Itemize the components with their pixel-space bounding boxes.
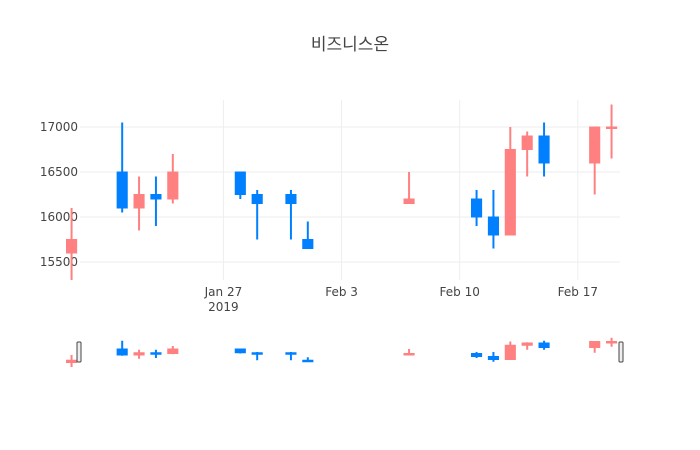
candle-mini	[167, 346, 179, 355]
candle[interactable]	[302, 221, 314, 249]
range-slider-left-handle[interactable]	[76, 341, 82, 363]
candle[interactable]	[504, 127, 516, 236]
candle-body	[589, 126, 601, 164]
range-slider-right-handle[interactable]	[618, 341, 624, 363]
grid	[80, 100, 620, 280]
range-slider[interactable]	[66, 337, 624, 367]
candle-body-mini	[285, 352, 297, 355]
candle-body	[167, 171, 179, 200]
candle-body-mini	[538, 342, 550, 348]
candle-body-mini	[302, 359, 314, 363]
candle-mini	[66, 355, 78, 367]
x-tick-year-label: 2019	[208, 300, 239, 314]
candle-body-mini	[133, 352, 145, 356]
candle-mini	[116, 340, 128, 356]
candle[interactable]	[150, 176, 162, 227]
candle-body-mini	[66, 359, 78, 363]
candle[interactable]	[606, 104, 618, 159]
candles[interactable]	[66, 104, 618, 281]
candle-body	[606, 126, 618, 129]
candle[interactable]	[251, 190, 263, 240]
x-tick-label: Jan 27	[204, 285, 243, 299]
candle-mini	[403, 349, 415, 356]
candle-body-mini	[116, 348, 128, 356]
candle-body-mini	[606, 341, 618, 344]
x-tick-label: Feb 10	[440, 285, 480, 299]
candle-body-mini	[521, 342, 533, 346]
candle-body	[504, 149, 516, 236]
candle-body	[234, 171, 246, 195]
candle-mini	[251, 352, 263, 361]
candle-mini	[521, 342, 533, 350]
candle-body	[302, 239, 314, 249]
y-tick-label: 16500	[40, 165, 78, 179]
candle-body	[150, 194, 162, 200]
candle-mini	[302, 357, 314, 363]
candle-body	[471, 198, 483, 218]
candle-mini	[589, 341, 601, 353]
candle-mini	[487, 352, 499, 362]
candle-mini	[504, 341, 516, 360]
candle-mini	[538, 340, 550, 350]
candle[interactable]	[234, 171, 246, 199]
candle-mini	[285, 352, 297, 361]
candle-mini	[606, 337, 618, 347]
candle-body	[251, 194, 263, 204]
candle[interactable]	[471, 190, 483, 226]
y-tick-label: 17000	[40, 120, 78, 134]
candle-mini	[133, 349, 145, 359]
range-slider-background[interactable]	[80, 337, 620, 367]
candle-body	[403, 198, 415, 204]
candle-body-mini	[150, 352, 162, 355]
candle-body-mini	[251, 352, 263, 355]
candle[interactable]	[589, 126, 601, 195]
candle-body-mini	[471, 353, 483, 357]
candle-body-mini	[487, 356, 499, 360]
candle-body-mini	[234, 348, 246, 354]
candle-body	[487, 216, 499, 236]
candle-body-mini	[504, 344, 516, 360]
candle-body-mini	[589, 341, 601, 348]
candle[interactable]	[116, 122, 128, 213]
y-tick-label: 16000	[40, 210, 78, 224]
candle-body	[538, 135, 550, 164]
x-tick-label: Feb 3	[325, 285, 358, 299]
candle-body-mini	[167, 348, 179, 354]
candle[interactable]	[487, 190, 499, 249]
candle[interactable]	[403, 172, 415, 204]
candle[interactable]	[167, 154, 179, 204]
candle-body	[116, 171, 128, 209]
candle-body	[285, 194, 297, 204]
y-tick-label: 15500	[40, 255, 78, 269]
candle[interactable]	[538, 122, 550, 177]
candle-body	[133, 194, 145, 209]
candle[interactable]	[66, 208, 78, 280]
candle-body	[521, 135, 533, 150]
candle-mini	[234, 348, 246, 354]
candle[interactable]	[285, 190, 297, 240]
range-slider-candles	[66, 337, 618, 367]
candle[interactable]	[521, 131, 533, 177]
chart-title: 비즈니스온	[311, 35, 389, 55]
candle-body-mini	[403, 353, 415, 356]
x-tick-label: Feb 17	[558, 285, 598, 299]
candle-body	[66, 239, 78, 254]
candle-mini	[471, 352, 483, 358]
candle[interactable]	[133, 176, 145, 231]
candle-mini	[150, 349, 162, 358]
